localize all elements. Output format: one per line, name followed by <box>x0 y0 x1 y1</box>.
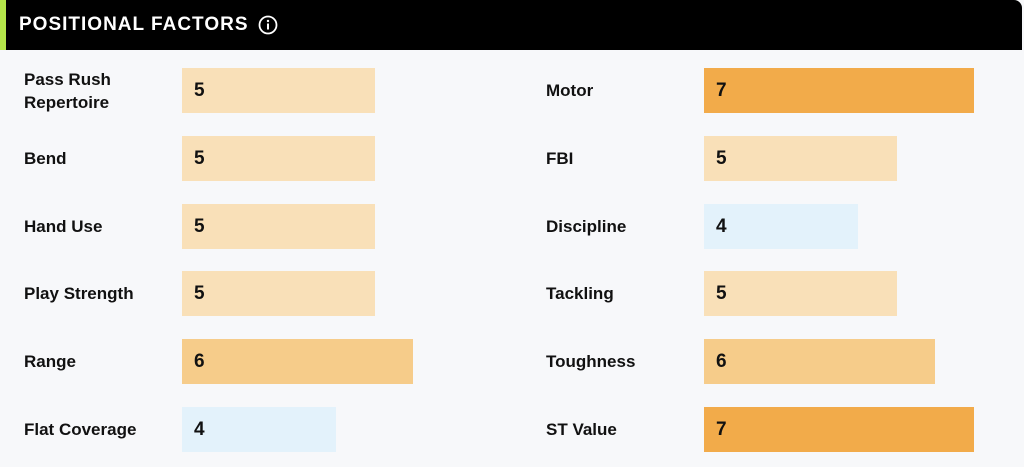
factor-label: Flat Coverage <box>24 420 137 439</box>
factor-score-bar: 5 <box>182 271 375 316</box>
factor-score-value: 7 <box>716 418 727 440</box>
factor-score-bar: 5 <box>182 136 375 181</box>
factor-row: Play Strength 5 <box>0 271 1024 317</box>
factor-row: Discipline 4 <box>0 204 1024 250</box>
factor-row: Tackling 5 <box>0 271 1024 317</box>
factor-label: Hand Use <box>24 217 103 236</box>
factor-row: Toughness 6 <box>0 339 1024 385</box>
panel-title: POSITIONAL FACTORS <box>19 14 249 35</box>
factor-label: Motor <box>546 81 594 100</box>
factor-row: ST Value 7 <box>0 407 1024 453</box>
factor-row: Pass Rush Repertoire 5 <box>0 68 1024 114</box>
factor-score-bar: 5 <box>182 204 375 249</box>
factor-score-bar: 5 <box>182 68 375 113</box>
factor-score-value: 5 <box>194 282 205 304</box>
factor-label: Toughness <box>546 352 636 371</box>
factor-score-value: 6 <box>194 350 205 372</box>
factor-score-value: 5 <box>716 282 727 304</box>
factor-score-value: 4 <box>194 418 205 440</box>
factor-label: Bend <box>24 149 67 168</box>
factor-score-value: 4 <box>716 215 727 237</box>
factor-score-value: 7 <box>716 79 727 101</box>
factor-label: Range <box>24 352 76 371</box>
factor-score-bar: 5 <box>704 136 897 181</box>
factor-score-bar: 7 <box>704 68 974 113</box>
factor-score-value: 5 <box>194 79 205 101</box>
factor-label: Play Strength <box>24 284 134 303</box>
factor-row: Motor 7 <box>0 68 1024 114</box>
factor-label: Discipline <box>546 217 627 236</box>
factor-score-bar: 6 <box>704 339 935 384</box>
factor-label: Pass Rush Repertoire <box>24 70 111 112</box>
panel-header: POSITIONAL FACTORS <box>6 0 1022 50</box>
factor-row: Range 6 <box>0 339 1024 385</box>
factor-score-bar: 4 <box>182 407 336 452</box>
factor-score-value: 6 <box>716 350 727 372</box>
factor-row: Flat Coverage 4 <box>0 407 1024 453</box>
factor-score-bar: 6 <box>182 339 413 384</box>
factor-label: ST Value <box>546 420 617 439</box>
factor-row: FBI 5 <box>0 136 1024 182</box>
factor-label: Tackling <box>546 284 614 303</box>
header-accent-stripe <box>0 0 6 50</box>
info-icon[interactable] <box>258 15 278 35</box>
factor-score-bar: 5 <box>704 271 897 316</box>
factor-score-value: 5 <box>194 215 205 237</box>
factor-row: Hand Use 5 <box>0 204 1024 250</box>
factor-score-value: 5 <box>716 147 727 169</box>
factor-score-bar: 7 <box>704 407 974 452</box>
factor-row: Bend 5 <box>0 136 1024 182</box>
factor-label: FBI <box>546 149 574 168</box>
factor-score-value: 5 <box>194 147 205 169</box>
factor-score-bar: 4 <box>704 204 858 249</box>
